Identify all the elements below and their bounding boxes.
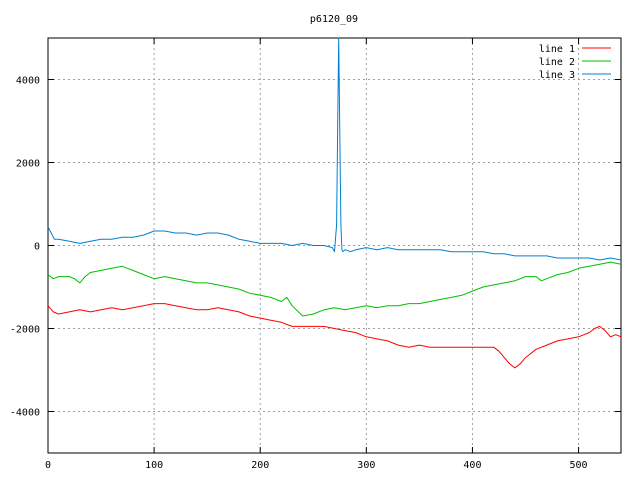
legend-label: line 3 — [539, 70, 575, 81]
y-tick-label: -4000 — [10, 408, 40, 419]
y-tick-label: -2000 — [10, 325, 40, 336]
series-group — [47, 37, 622, 369]
legend-label: line 2 — [539, 57, 575, 68]
x-tick-label: 300 — [357, 460, 375, 471]
axes: 0 100 200 300 400 500 -4000 -2000 0 2000 4000 — [10, 38, 621, 471]
legend-label: line 1 — [539, 44, 575, 55]
series-line-2 — [47, 261, 622, 317]
x-tick-label: 100 — [145, 460, 163, 471]
x-tick-label: 400 — [463, 460, 481, 471]
series-line-1 — [47, 303, 622, 369]
x-tick-label: 500 — [570, 460, 588, 471]
series-line-3 — [47, 37, 622, 261]
grid — [48, 38, 621, 453]
chart-title: p6120_09 — [310, 14, 358, 25]
y-tick-label: 4000 — [16, 76, 40, 87]
y-tick-label: 2000 — [16, 159, 40, 170]
x-tick-label: 200 — [251, 460, 269, 471]
legend: line 1 line 2 line 3 — [539, 44, 611, 81]
x-tick-label: 0 — [45, 460, 51, 471]
y-tick-label: 0 — [34, 242, 40, 253]
